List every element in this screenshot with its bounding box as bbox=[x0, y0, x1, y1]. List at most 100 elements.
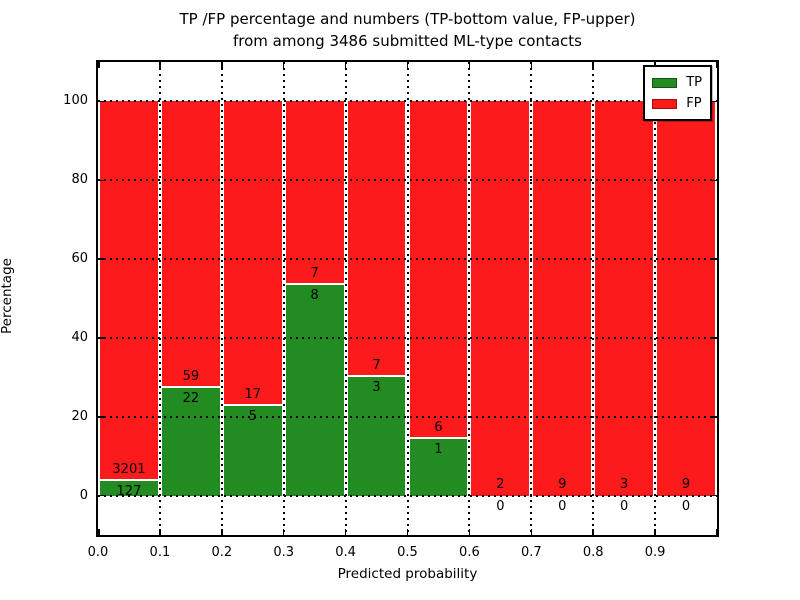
x-tick-mark bbox=[468, 529, 471, 535]
tp-count-label: 3 bbox=[372, 380, 381, 396]
chart-title-line2: from among 3486 submitted ML-type contac… bbox=[233, 32, 582, 50]
tp-count-label: 1 bbox=[434, 442, 443, 458]
y-tick-label: 20 bbox=[71, 408, 88, 424]
legend: TP FP bbox=[643, 65, 712, 121]
y-tick-mark bbox=[98, 416, 104, 418]
tp-bar bbox=[345, 375, 408, 496]
x-tick-mark bbox=[592, 62, 594, 68]
vertical-gridline bbox=[158, 62, 161, 535]
fp-bar bbox=[593, 99, 656, 498]
tp-legend-label: TP bbox=[686, 74, 702, 90]
y-tick-mark bbox=[98, 179, 104, 181]
x-tick-mark bbox=[654, 529, 656, 535]
vertical-gridline bbox=[406, 62, 409, 535]
x-tick-mark bbox=[344, 529, 347, 535]
tp-bar bbox=[159, 386, 222, 496]
x-tick-mark bbox=[98, 529, 100, 535]
fp-bar bbox=[469, 99, 532, 498]
tp-legend-swatch bbox=[652, 77, 678, 88]
vertical-gridline bbox=[530, 62, 533, 535]
x-tick-mark bbox=[282, 529, 285, 535]
x-tick-mark bbox=[530, 529, 533, 535]
tp-count-label: 127 bbox=[116, 483, 142, 499]
x-tick-label: 0.6 bbox=[459, 545, 480, 560]
tp-count-label: 0 bbox=[496, 498, 505, 514]
x-tick-label: 0.7 bbox=[520, 545, 542, 560]
fp-count-label: 17 bbox=[244, 387, 262, 403]
tp-bar bbox=[407, 437, 470, 496]
x-tick-label: 0.8 bbox=[582, 545, 604, 560]
y-tick-label: 100 bbox=[63, 93, 88, 109]
x-tick-label: 0.2 bbox=[211, 545, 233, 560]
x-tick-label: 0.4 bbox=[335, 545, 356, 560]
horizontal-gridline bbox=[98, 415, 717, 418]
y-tick-mark bbox=[711, 258, 717, 260]
fp-count-label: 59 bbox=[182, 369, 200, 385]
x-tick-mark bbox=[221, 62, 223, 68]
fp-count-label: 2 bbox=[496, 476, 505, 492]
tp-count-label: 0 bbox=[558, 498, 567, 514]
tp-count-label: 8 bbox=[310, 288, 319, 304]
x-tick-mark bbox=[159, 529, 161, 535]
horizontal-gridline bbox=[98, 258, 717, 261]
fp-bar bbox=[98, 99, 160, 498]
fp-count-label: 3 bbox=[620, 476, 629, 492]
fp-count-label: 9 bbox=[558, 476, 567, 492]
x-tick-label: 0.1 bbox=[149, 545, 171, 560]
fp-count-label: 7 bbox=[310, 266, 319, 282]
grid-layer bbox=[98, 62, 717, 535]
horizontal-gridline bbox=[98, 336, 717, 339]
tp-count-label: 0 bbox=[681, 498, 691, 514]
bar-labels-layer: 3201 127 59 22 17 5 7 8 7 3 6 1 2 0 9 0 3 0 9 0 bbox=[98, 62, 717, 535]
x-tick-mark bbox=[715, 62, 717, 68]
tp-count-label: 22 bbox=[182, 391, 200, 407]
fp-legend-swatch bbox=[652, 98, 678, 109]
x-tick-mark bbox=[344, 62, 347, 68]
vertical-gridline bbox=[220, 62, 223, 535]
tp-count-label: 0 bbox=[620, 498, 629, 514]
chart-title: TP /FP percentage and numbers (TP-bottom… bbox=[96, 8, 719, 52]
y-tick-label: 60 bbox=[71, 251, 88, 267]
fp-legend-label: FP bbox=[686, 95, 702, 111]
x-tick-label: 0.3 bbox=[273, 545, 295, 560]
y-tick-label: 0 bbox=[79, 487, 88, 503]
x-tick-mark bbox=[468, 62, 471, 68]
chart-title-line1: TP /FP percentage and numbers (TP-bottom… bbox=[179, 10, 636, 28]
y-axis-label: Percentage bbox=[0, 258, 15, 334]
fp-count-label: 9 bbox=[681, 476, 691, 492]
plot-area: 3201 127 59 22 17 5 7 8 7 3 6 1 2 0 9 0 3 0 9 0 TP FP bbox=[96, 60, 719, 537]
vertical-gridline bbox=[468, 62, 471, 535]
tp-count-label: 5 bbox=[248, 409, 257, 425]
tp-bar bbox=[283, 283, 346, 496]
y-tick-mark bbox=[711, 337, 717, 339]
x-tick-mark bbox=[592, 529, 594, 535]
fp-count-label: 7 bbox=[372, 358, 381, 374]
vertical-gridline bbox=[344, 62, 347, 535]
vertical-gridline bbox=[282, 62, 285, 535]
y-tick-label: 80 bbox=[71, 172, 88, 188]
x-tick-mark bbox=[530, 62, 533, 68]
y-tick-mark bbox=[98, 494, 104, 497]
y-tick-mark bbox=[711, 494, 717, 497]
horizontal-gridline bbox=[98, 100, 717, 103]
fp-count-label: 6 bbox=[434, 420, 443, 436]
fp-count-label: 3201 bbox=[112, 461, 146, 477]
horizontal-gridline bbox=[98, 494, 717, 497]
x-tick-mark bbox=[98, 62, 100, 68]
vertical-gridline bbox=[654, 62, 657, 535]
x-tick-label: 0.0 bbox=[87, 545, 109, 560]
x-tick-mark bbox=[282, 62, 285, 68]
fp-bar bbox=[655, 99, 717, 498]
legend-item-fp: FP bbox=[652, 93, 702, 114]
y-tick-mark bbox=[98, 100, 104, 103]
x-tick-mark bbox=[406, 62, 409, 68]
y-tick-mark bbox=[711, 100, 717, 103]
x-tick-label: 0.9 bbox=[644, 545, 666, 560]
x-tick-mark bbox=[715, 529, 717, 535]
y-tick-label: 40 bbox=[71, 329, 88, 345]
x-tick-mark bbox=[159, 62, 161, 68]
y-tick-mark bbox=[98, 258, 104, 260]
vertical-gridline bbox=[592, 62, 595, 535]
x-axis-label: Predicted probability bbox=[337, 566, 478, 582]
